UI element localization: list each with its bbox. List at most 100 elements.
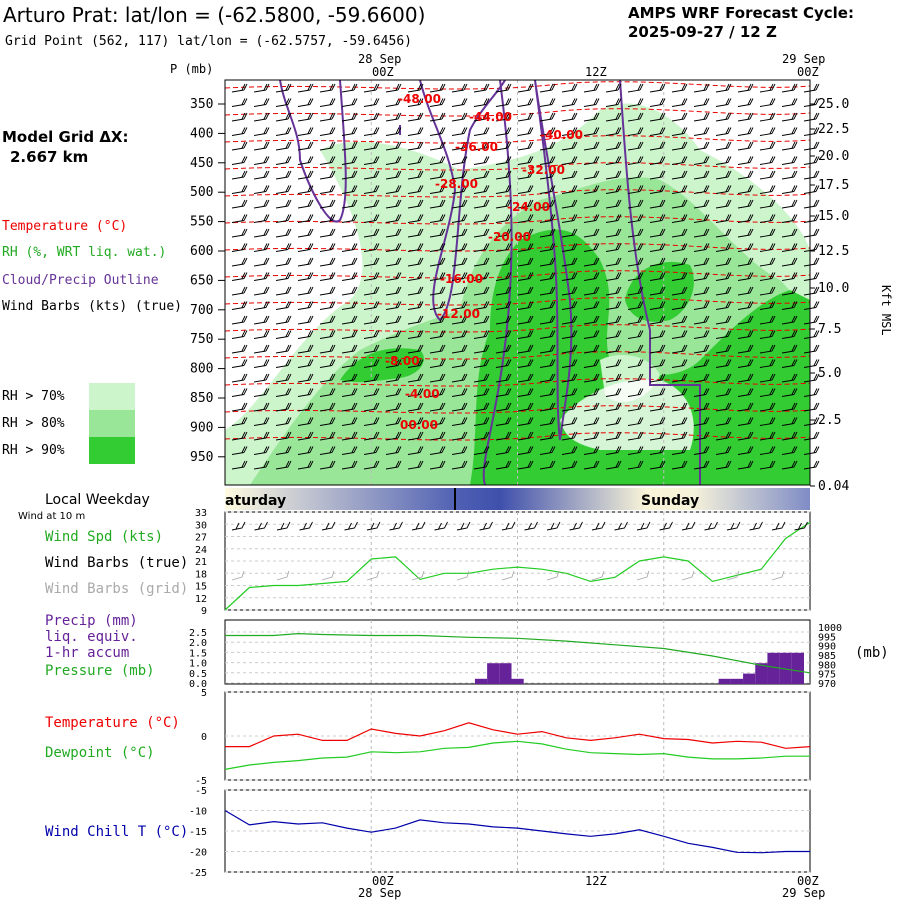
grid-wind-barb xyxy=(321,570,335,581)
true-wind-barb xyxy=(546,521,561,531)
wind-barb xyxy=(253,185,270,194)
wind-barb xyxy=(275,127,292,136)
wind-barb xyxy=(605,257,622,267)
true-wind-barb xyxy=(569,521,583,531)
isotherm-line xyxy=(224,243,811,252)
y-tick-label: 33 xyxy=(195,508,207,519)
pressure-tick-label: 975 xyxy=(818,670,836,681)
wind-barb xyxy=(495,301,512,310)
wind-barb xyxy=(649,243,666,252)
wind-barb xyxy=(495,257,512,267)
wind-barb xyxy=(517,417,534,426)
y-tick-label: 1.0 xyxy=(189,659,207,670)
wind-barb xyxy=(385,127,402,136)
wind-barb xyxy=(341,185,358,194)
wind-barb xyxy=(407,98,424,107)
wind-barb xyxy=(407,141,424,151)
wind-barb xyxy=(231,156,248,165)
wind-barb xyxy=(605,214,622,223)
wind-barb xyxy=(407,286,424,296)
wind-barb xyxy=(781,156,798,165)
wind-barb xyxy=(341,127,358,136)
isotherm-line xyxy=(224,135,811,144)
wind-barb xyxy=(407,214,424,223)
wind-barbs-grid-label: Wind Barbs (grid) xyxy=(45,581,188,597)
wind-barb xyxy=(231,460,248,470)
wind-barb xyxy=(451,243,468,252)
wind-barb xyxy=(407,460,424,470)
wind-barb xyxy=(385,359,402,368)
wind-barb xyxy=(253,446,270,455)
wind-barb xyxy=(495,228,512,238)
true-wind-barb xyxy=(366,521,381,531)
wind-barb xyxy=(737,446,754,455)
true-wind-barb xyxy=(591,521,606,531)
true-wind-barb xyxy=(344,521,358,531)
wind-barb xyxy=(363,228,380,238)
wind-barb xyxy=(671,112,688,122)
wind-barb xyxy=(341,228,358,238)
wind-barb xyxy=(671,199,688,209)
wind-barb xyxy=(429,170,446,180)
wind-barb xyxy=(737,417,754,426)
wind-barb xyxy=(627,141,644,151)
wind-barb xyxy=(561,330,578,339)
wind-barb xyxy=(561,199,578,209)
wind-barb xyxy=(275,170,292,180)
wind-barb xyxy=(429,286,446,296)
wind-barb xyxy=(253,286,270,296)
pressure-unit-label: (mb) xyxy=(855,645,889,661)
isotherm-label: -8.00 xyxy=(385,354,420,368)
wind-barb xyxy=(605,344,622,354)
wind-barb xyxy=(385,156,402,165)
wind-barb xyxy=(517,214,534,223)
wind-barb xyxy=(297,460,314,470)
wind-barb xyxy=(253,272,270,281)
wind-barb xyxy=(561,417,578,426)
wind-barb xyxy=(605,330,622,339)
wind-barb xyxy=(693,257,710,267)
wind-barb xyxy=(627,272,644,281)
wind-barb xyxy=(451,402,468,412)
wind-barb xyxy=(297,330,314,339)
wind-barb xyxy=(385,243,402,252)
wind-barb xyxy=(583,301,600,310)
wind-barb xyxy=(759,417,776,426)
isotherm-line xyxy=(224,81,811,90)
day-saturday: aturday xyxy=(225,493,286,509)
wind-barb xyxy=(407,417,424,426)
wind-barb xyxy=(319,315,336,325)
wind-barb xyxy=(649,257,666,267)
wind-barb xyxy=(737,156,754,165)
wind-barb xyxy=(429,344,446,354)
wind-barb xyxy=(341,156,358,165)
wind-barb xyxy=(451,286,468,296)
wind-barb xyxy=(605,243,622,252)
wind-barb xyxy=(605,431,622,441)
wind-barb xyxy=(451,83,468,93)
wind-barb xyxy=(737,199,754,209)
wind-barb xyxy=(715,301,732,310)
wind-barb xyxy=(297,112,314,122)
wind-barb xyxy=(297,373,314,383)
wind-barb xyxy=(759,243,776,252)
wind-barb xyxy=(297,228,314,238)
wind-barb xyxy=(429,460,446,470)
wind-barb xyxy=(451,199,468,209)
cross-section-gridlines xyxy=(370,80,665,485)
wind-barb xyxy=(715,359,732,368)
wind-barb xyxy=(319,402,336,412)
dewpoint-line xyxy=(224,740,810,770)
wind-barb xyxy=(583,156,600,165)
wind-barb xyxy=(451,127,468,136)
wind-barb xyxy=(539,460,556,470)
wind-barb xyxy=(583,460,600,470)
wind-barb xyxy=(715,112,732,122)
wind-barb xyxy=(627,373,644,383)
pressure-tick: 500 xyxy=(190,185,213,200)
wind-barb xyxy=(473,330,490,339)
wind-barb xyxy=(759,214,776,223)
wind-barb xyxy=(341,272,358,281)
wind-barb xyxy=(583,83,600,93)
wind-barb xyxy=(473,243,490,252)
